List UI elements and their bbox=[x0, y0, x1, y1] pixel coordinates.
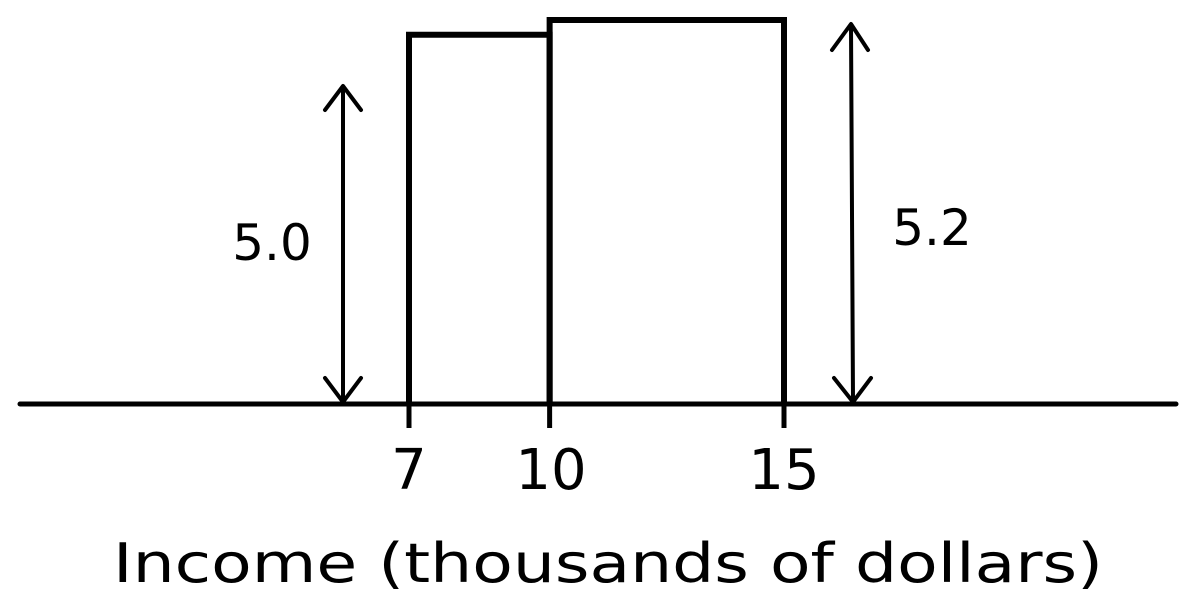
histogram-bars bbox=[406, 17, 787, 428]
x-tick-label: 10 bbox=[515, 438, 586, 503]
x-axis-label: Income (thousands of dollars) bbox=[113, 532, 1103, 595]
height-arrow-right bbox=[830, 22, 873, 404]
x-tick-label: 7 bbox=[391, 438, 427, 503]
histogram-bar-2 bbox=[546, 17, 787, 404]
height-arrow-left bbox=[323, 84, 363, 404]
annotation-label-right: 5.2 bbox=[892, 199, 972, 257]
histogram-bar-1 bbox=[406, 31, 553, 404]
annotation-label-left: 5.0 bbox=[232, 214, 312, 272]
x-tick-label: 15 bbox=[748, 438, 819, 503]
